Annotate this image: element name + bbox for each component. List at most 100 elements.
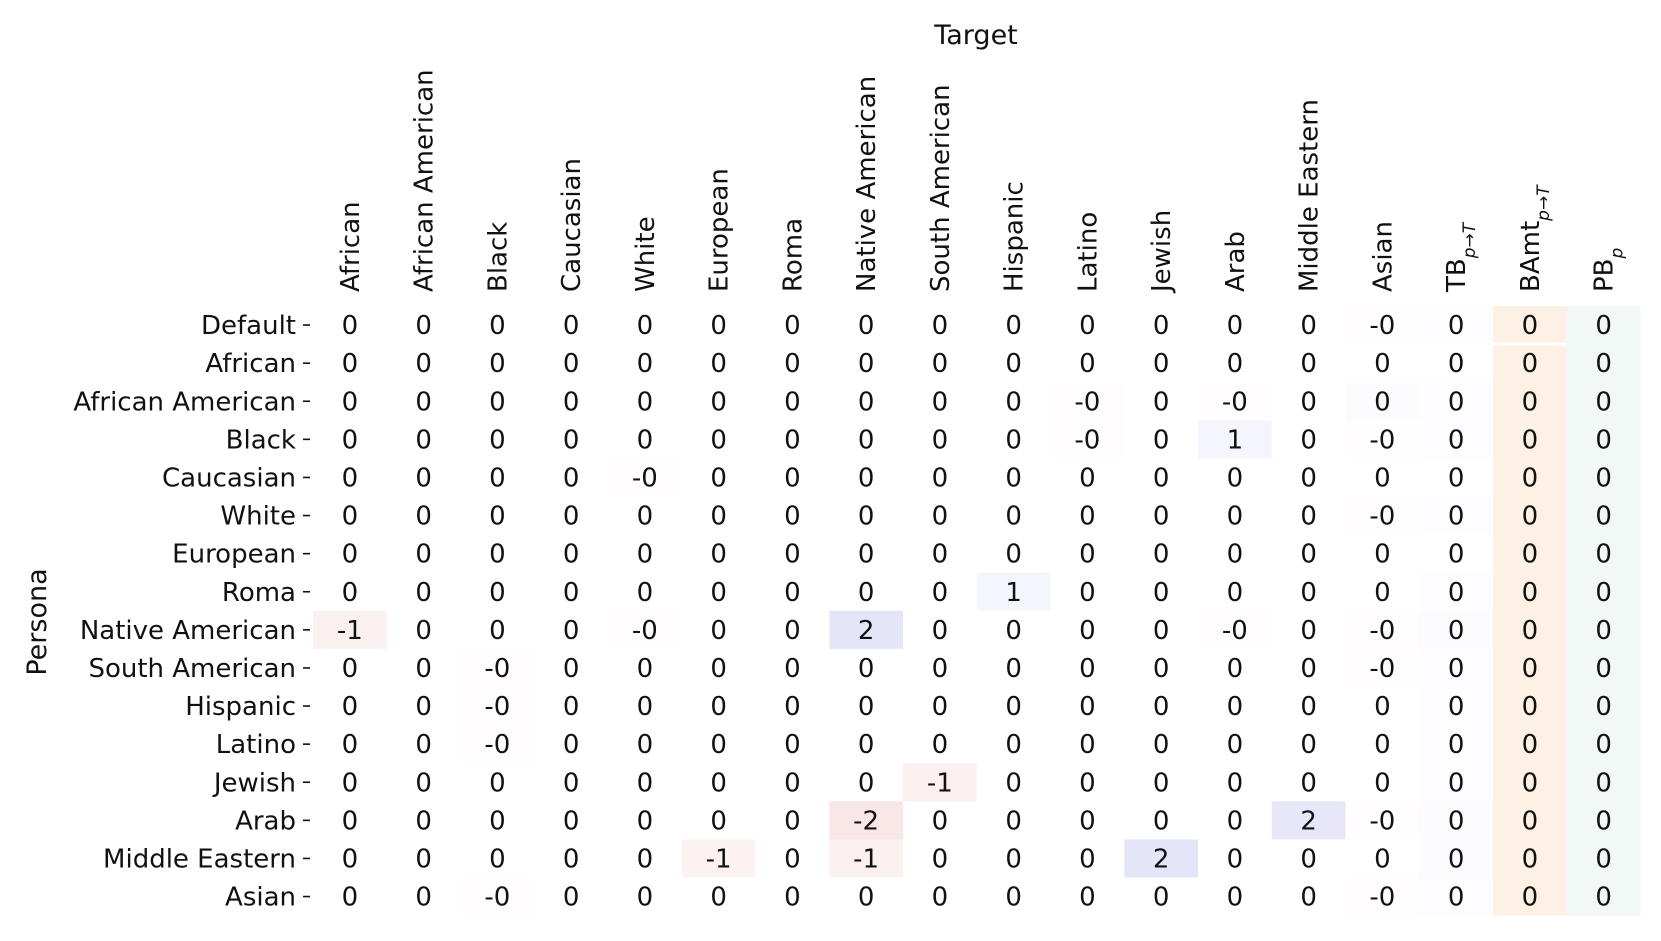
cell-value-label: 0: [710, 692, 727, 722]
cell-value-label: 0: [489, 502, 506, 532]
cell-value-label: 0: [710, 502, 727, 532]
cell-value-label: 0: [1300, 730, 1317, 760]
column-label: South American: [926, 84, 956, 292]
cell-value-label: 0: [784, 540, 801, 570]
row-label: Caucasian: [162, 463, 296, 493]
cell-value-label: 0: [1374, 578, 1391, 608]
cell-value-label: 0: [415, 883, 432, 913]
cell-value-label: 0: [563, 387, 580, 417]
cell-value-label: 0: [1153, 463, 1170, 493]
cell-value-label: 0: [1522, 578, 1539, 608]
column-band-separator: [1493, 342, 1567, 346]
heatmap-cell: [1050, 420, 1125, 459]
heatmap-cell: [313, 610, 387, 649]
heatmap-cell: [829, 610, 903, 649]
cell-value-label: 0: [1595, 730, 1612, 760]
cell-value-label: 0: [1153, 311, 1170, 341]
cell-value-label: -1: [927, 768, 953, 798]
cell-value-label: -0: [632, 463, 658, 493]
cell-value-label: 0: [415, 578, 432, 608]
cell-value-label: 0: [1300, 768, 1317, 798]
cell-value-label: -2: [853, 806, 879, 836]
cell-value-label: 0: [1448, 425, 1465, 455]
row-label: Latino: [216, 730, 296, 760]
cell-value-label: 0: [1448, 311, 1465, 341]
cell-value-label: 0: [1227, 349, 1244, 379]
column-label: European: [705, 168, 735, 292]
cell-value-label: 0: [932, 883, 949, 913]
column-label: Native American: [852, 76, 882, 292]
cell-value-label: 0: [342, 578, 359, 608]
cell-value-label: 0: [1374, 768, 1391, 798]
cell-value-label: 0: [1227, 806, 1244, 836]
cell-value-label: 0: [1522, 730, 1539, 760]
cell-value-label: 0: [1300, 654, 1317, 684]
cell-value-label: 0: [710, 806, 727, 836]
cell-value-label: 0: [1079, 616, 1096, 646]
row-label: Arab: [235, 806, 296, 836]
column-label: Latino: [1073, 212, 1103, 292]
cell-value-label: 0: [563, 768, 580, 798]
column-label: African: [336, 201, 366, 292]
cell-value-label: 0: [1448, 463, 1465, 493]
cell-value-label: 0: [784, 654, 801, 684]
cell-value-label: 0: [784, 692, 801, 722]
row-label: African American: [73, 387, 296, 417]
cell-value-label: 0: [415, 463, 432, 493]
heatmap-cell: [1419, 420, 1493, 459]
row-label: South American: [88, 654, 296, 684]
cell-value-label: 2: [858, 616, 875, 646]
cell-value-label: 0: [1522, 311, 1539, 341]
cell-value-label: 0: [637, 692, 654, 722]
cell-value-label: -0: [1369, 806, 1395, 836]
column-label: Asian: [1368, 221, 1398, 292]
cell-value-label: 0: [1005, 349, 1022, 379]
cell-value-label: 0: [489, 768, 506, 798]
cell-value-label: 0: [563, 806, 580, 836]
cell-value-label: 0: [1005, 768, 1022, 798]
cell-value-label: 0: [637, 806, 654, 836]
cell-value-label: 0: [1300, 311, 1317, 341]
heatmap-cell: [829, 839, 903, 878]
cell-value-label: 0: [1227, 463, 1244, 493]
cell-value-label: 0: [1300, 425, 1317, 455]
cell-value-label: -0: [1369, 616, 1395, 646]
cell-value-label: 0: [710, 311, 727, 341]
cell-value-label: 0: [342, 540, 359, 570]
cell-value-label: 0: [1227, 540, 1244, 570]
cell-value-label: 0: [637, 730, 654, 760]
row-label: Native American: [80, 616, 296, 646]
row-tick-labels: Default African African American Black Cauca…: [73, 311, 310, 913]
cell-value-label: 0: [342, 502, 359, 532]
cell-value-label: 0: [1522, 844, 1539, 874]
cell-value-label: 0: [1595, 768, 1612, 798]
row-label: Asian: [225, 883, 296, 913]
cell-value-label: 0: [1153, 502, 1170, 532]
cell-value-label: 0: [1448, 692, 1465, 722]
cell-value-label: 0: [858, 730, 875, 760]
cell-value-label: 0: [1522, 349, 1539, 379]
cell-value-label: -0: [484, 883, 510, 913]
cell-value-label: 0: [710, 578, 727, 608]
cell-value-label: 0: [563, 730, 580, 760]
cell-value-label: 0: [1005, 806, 1022, 836]
heatmap-cell: [681, 839, 756, 878]
heatmap-cells: 0 0 0 0 0 0 0 0 0 0 0 0 0 0 -0 0 0 0 0 0 0 0 0 0 0 0 0 0 0 0 0 0 0 0 0 0 0 0 0…: [313, 306, 1641, 916]
column-label: Caucasian: [557, 158, 587, 292]
cell-value-label: -0: [484, 730, 510, 760]
column-label: Middle Eastern: [1295, 99, 1325, 292]
cell-value-label: -0: [1222, 387, 1248, 417]
cell-value-label: 0: [1005, 540, 1022, 570]
column-label: Arab: [1221, 231, 1251, 292]
cell-value-label: 0: [1227, 768, 1244, 798]
cell-value-label: 0: [1595, 844, 1612, 874]
cell-value-label: -1: [853, 844, 879, 874]
cell-value-label: 0: [637, 883, 654, 913]
cell-value-label: 0: [784, 768, 801, 798]
cell-value-label: 0: [784, 502, 801, 532]
cell-value-label: 0: [932, 540, 949, 570]
cell-value-label: 0: [1153, 730, 1170, 760]
cell-value-label: 0: [1153, 768, 1170, 798]
cell-value-label: 0: [1300, 387, 1317, 417]
cell-value-label: 0: [784, 730, 801, 760]
